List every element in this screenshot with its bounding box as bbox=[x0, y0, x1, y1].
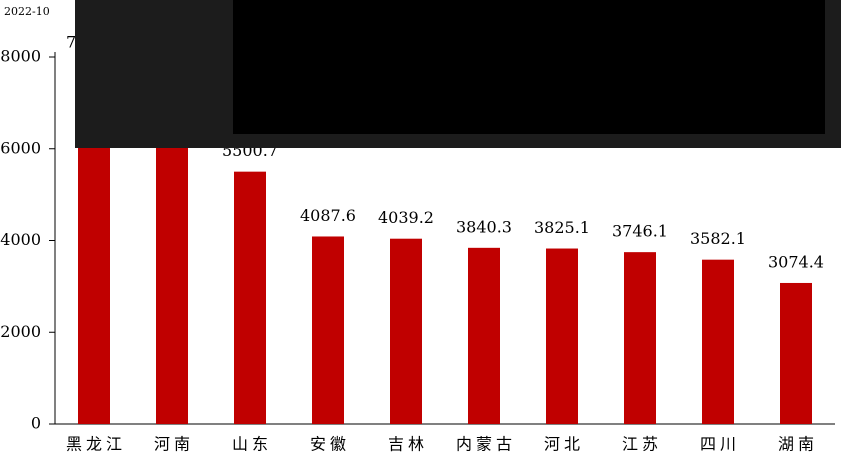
x-tick-label: 吉林 bbox=[388, 435, 428, 454]
bar bbox=[312, 236, 344, 424]
y-tick-label: 4000 bbox=[0, 230, 41, 249]
value-label: 4039.2 bbox=[378, 208, 434, 227]
chart-subtitle: 2022-10 bbox=[4, 5, 50, 18]
value-label: 3582.1 bbox=[690, 229, 746, 248]
overlay-inner bbox=[233, 0, 825, 134]
bar bbox=[156, 123, 188, 425]
x-tick-label: 安徽 bbox=[310, 435, 350, 454]
bar bbox=[390, 238, 422, 424]
bar bbox=[702, 259, 734, 424]
value-label: 4087.6 bbox=[300, 206, 356, 225]
bar bbox=[468, 247, 500, 424]
value-label: 3840.3 bbox=[456, 217, 512, 236]
value-label: 3825.1 bbox=[534, 218, 590, 237]
x-tick-label: 湖南 bbox=[778, 435, 818, 454]
x-tick-label: 黑龙江 bbox=[66, 435, 126, 454]
value-label: 3074.4 bbox=[768, 252, 824, 271]
value-label: 3746.1 bbox=[612, 222, 668, 241]
y-tick-label: 6000 bbox=[0, 138, 41, 157]
plot: 02000400060008000黑龙江7867.7河南6544.2山东5500… bbox=[0, 33, 835, 454]
overlay bbox=[75, 0, 841, 148]
x-tick-label: 四川 bbox=[700, 435, 740, 454]
x-tick-label: 河南 bbox=[154, 435, 194, 454]
bar bbox=[234, 171, 266, 424]
bar bbox=[624, 252, 656, 424]
y-tick-label: 2000 bbox=[0, 322, 41, 341]
x-tick-label: 山东 bbox=[232, 435, 272, 454]
x-tick-label: 江苏 bbox=[622, 435, 662, 454]
x-tick-label: 内蒙古 bbox=[456, 435, 516, 454]
y-tick-label: 0 bbox=[31, 414, 41, 433]
x-tick-label: 河北 bbox=[544, 435, 584, 454]
bar bbox=[780, 282, 812, 424]
bar bbox=[546, 248, 578, 424]
y-tick-label: 8000 bbox=[0, 47, 41, 66]
